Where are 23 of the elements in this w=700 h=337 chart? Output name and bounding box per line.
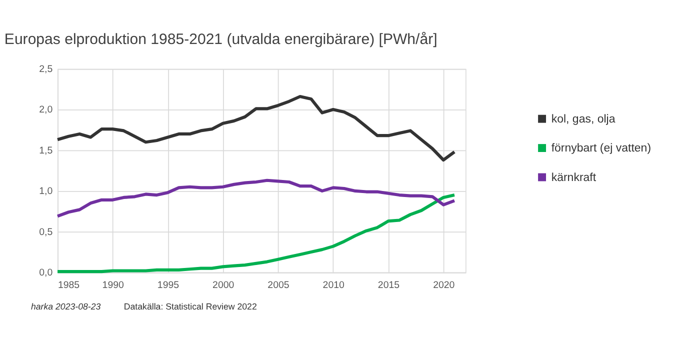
- x-tick-label: 2010: [322, 280, 346, 291]
- chart-title: Europas elproduktion 1985-2021 (utvalda energibärare) [PWh/år]: [4, 31, 438, 48]
- x-tick-label: 1995: [157, 280, 180, 291]
- line-series: [56, 193, 456, 274]
- y-tick-label: 1,5: [39, 145, 53, 156]
- text: Datakälla: Statistical Review 2022: [124, 302, 257, 312]
- line-series: [56, 178, 456, 218]
- x-tick-label: 2020: [433, 280, 456, 291]
- text: harka 2023-08-23: [30, 302, 101, 312]
- x-tick-label: 2000: [212, 280, 235, 291]
- y-tick-label: 1,0: [39, 186, 54, 198]
- y-tick-label: 2,0: [39, 104, 54, 116]
- y-tick-label: 2,5: [39, 64, 53, 75]
- line-series: [56, 94, 456, 162]
- y-tick-label: 0,5: [39, 226, 53, 238]
- x-tick-label: 1985: [58, 280, 80, 291]
- legend-label: förnybart (ej vatten): [551, 142, 652, 155]
- legend-label: kol, gas, olja: [551, 113, 616, 126]
- x-tick-label: 2005: [268, 280, 290, 291]
- legend-label: kärnkraft: [551, 172, 597, 184]
- y-tick-label: 0,0: [39, 267, 54, 278]
- x-tick-label: 2015: [378, 280, 400, 291]
- x-tick-label: 1990: [102, 280, 124, 291]
